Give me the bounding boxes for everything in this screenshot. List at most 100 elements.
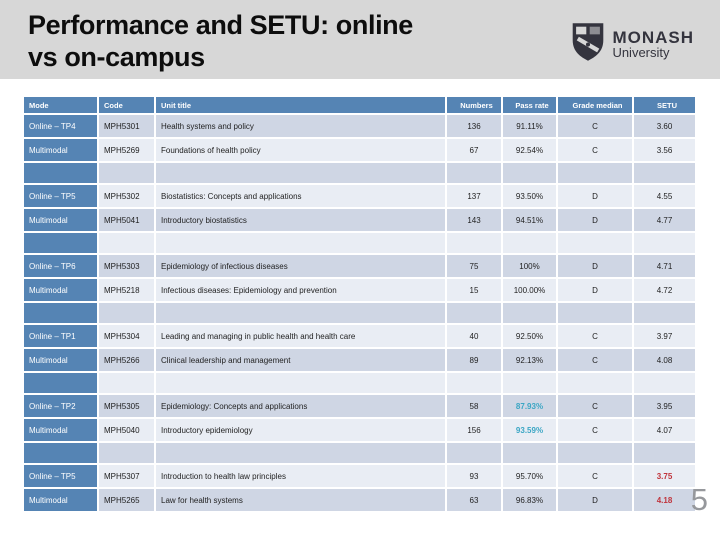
cell-setu: 3.60 [634, 115, 695, 137]
cell-mode [24, 303, 97, 323]
table-row: Online – TP6 MPH5303 Epidemiology of infec… [24, 255, 695, 277]
cell-numbers [447, 443, 501, 463]
cell-title [156, 303, 445, 323]
cell-pass-rate: 100% [503, 255, 556, 277]
column-header-numbers: Numbers [447, 97, 501, 113]
cell-setu [634, 443, 695, 463]
cell-title: Introductory biostatistics [156, 209, 445, 231]
table-row: Multimodal MPH5040 Introductory epidemiolo… [24, 419, 695, 441]
cell-numbers: 67 [447, 139, 501, 161]
cell-setu: 4.07 [634, 419, 695, 441]
spacer-row [24, 373, 695, 393]
cell-title: Law for health systems [156, 489, 445, 511]
cell-pass-rate: 94.51% [503, 209, 556, 231]
logo-name: MONASH [612, 27, 694, 47]
cell-title [156, 443, 445, 463]
table-header-row: Mode Code Unit title Numbers Pass rate G… [24, 97, 695, 113]
results-table: Mode Code Unit title Numbers Pass rate G… [22, 95, 697, 513]
cell-grade-median: D [558, 489, 632, 511]
table-row: Multimodal MPH5041 Introductory biostatist… [24, 209, 695, 231]
cell-pass-rate: 92.13% [503, 349, 556, 371]
cell-code [99, 233, 154, 253]
page-number: 5 [690, 482, 708, 517]
cell-numbers [447, 163, 501, 183]
cell-numbers: 63 [447, 489, 501, 511]
cell-mode [24, 373, 97, 393]
cell-title: Epidemiology of infectious diseases [156, 255, 445, 277]
cell-mode: Online – TP2 [24, 395, 97, 417]
cell-code: MPH5269 [99, 139, 154, 161]
table-row: Multimodal MPH5265 Law for health systems 6… [24, 489, 695, 511]
table-row: Multimodal MPH5266 Clinical leadership and… [24, 349, 695, 371]
cell-pass-rate [503, 233, 556, 253]
cell-mode: Multimodal [24, 419, 97, 441]
spacer-row [24, 233, 695, 253]
cell-mode: Multimodal [24, 349, 97, 371]
cell-setu: 4.71 [634, 255, 695, 277]
cell-numbers: 75 [447, 255, 501, 277]
cell-setu: 4.72 [634, 279, 695, 301]
cell-title [156, 373, 445, 393]
cell-numbers [447, 233, 501, 253]
cell-pass-rate: 96.83% [503, 489, 556, 511]
cell-code: MPH5303 [99, 255, 154, 277]
cell-grade-median: C [558, 419, 632, 441]
cell-code: MPH5218 [99, 279, 154, 301]
cell-code: MPH5305 [99, 395, 154, 417]
cell-title: Biostatistics: Concepts and applications [156, 185, 445, 207]
table-row: Online – TP1 MPH5304 Leading and managing … [24, 325, 695, 347]
cell-setu [634, 373, 695, 393]
cell-title: Infectious diseases: Epidemiology and pr… [156, 279, 445, 301]
cell-grade-median [558, 373, 632, 393]
cell-title: Foundations of health policy [156, 139, 445, 161]
cell-setu: 4.18 [634, 489, 695, 511]
cell-mode: Multimodal [24, 139, 97, 161]
cell-pass-rate [503, 443, 556, 463]
cell-mode: Online – TP6 [24, 255, 97, 277]
cell-grade-median: D [558, 185, 632, 207]
cell-code [99, 163, 154, 183]
cell-grade-median: C [558, 465, 632, 487]
cell-code: MPH5307 [99, 465, 154, 487]
cell-numbers [447, 303, 501, 323]
cell-setu: 3.75 [634, 465, 695, 487]
cell-numbers [447, 373, 501, 393]
cell-numbers: 156 [447, 419, 501, 441]
cell-grade-median: C [558, 395, 632, 417]
column-header-pass-rate: Pass rate [503, 97, 556, 113]
cell-mode: Online – TP4 [24, 115, 97, 137]
cell-numbers: 93 [447, 465, 501, 487]
cell-pass-rate [503, 303, 556, 323]
cell-code [99, 303, 154, 323]
cell-title: Introduction to health law principles [156, 465, 445, 487]
column-header-unit-title: Unit title [156, 97, 445, 113]
cell-grade-median [558, 303, 632, 323]
table-row: Multimodal MPH5218 Infectious diseases: Ep… [24, 279, 695, 301]
cell-code: MPH5304 [99, 325, 154, 347]
cell-numbers: 89 [447, 349, 501, 371]
cell-mode [24, 233, 97, 253]
cell-setu: 4.55 [634, 185, 695, 207]
spacer-row [24, 303, 695, 323]
page-title: Performance and SETU: online vs on-campus [28, 10, 413, 73]
cell-setu: 4.77 [634, 209, 695, 231]
cell-numbers: 137 [447, 185, 501, 207]
cell-setu [634, 233, 695, 253]
cell-pass-rate: 92.50% [503, 325, 556, 347]
cell-pass-rate: 92.54% [503, 139, 556, 161]
cell-numbers: 143 [447, 209, 501, 231]
cell-title: Epidemiology: Concepts and applications [156, 395, 445, 417]
cell-mode: Online – TP1 [24, 325, 97, 347]
spacer-row [24, 163, 695, 183]
table-row: Online – TP5 MPH5307 Introduction to healt… [24, 465, 695, 487]
cell-grade-median: C [558, 139, 632, 161]
cell-code: MPH5265 [99, 489, 154, 511]
monash-shield-icon [571, 21, 605, 68]
cell-mode: Multimodal [24, 209, 97, 231]
cell-code [99, 443, 154, 463]
cell-numbers: 136 [447, 115, 501, 137]
cell-setu [634, 303, 695, 323]
cell-pass-rate: 100.00% [503, 279, 556, 301]
cell-numbers: 58 [447, 395, 501, 417]
cell-pass-rate: 87.93% [503, 395, 556, 417]
